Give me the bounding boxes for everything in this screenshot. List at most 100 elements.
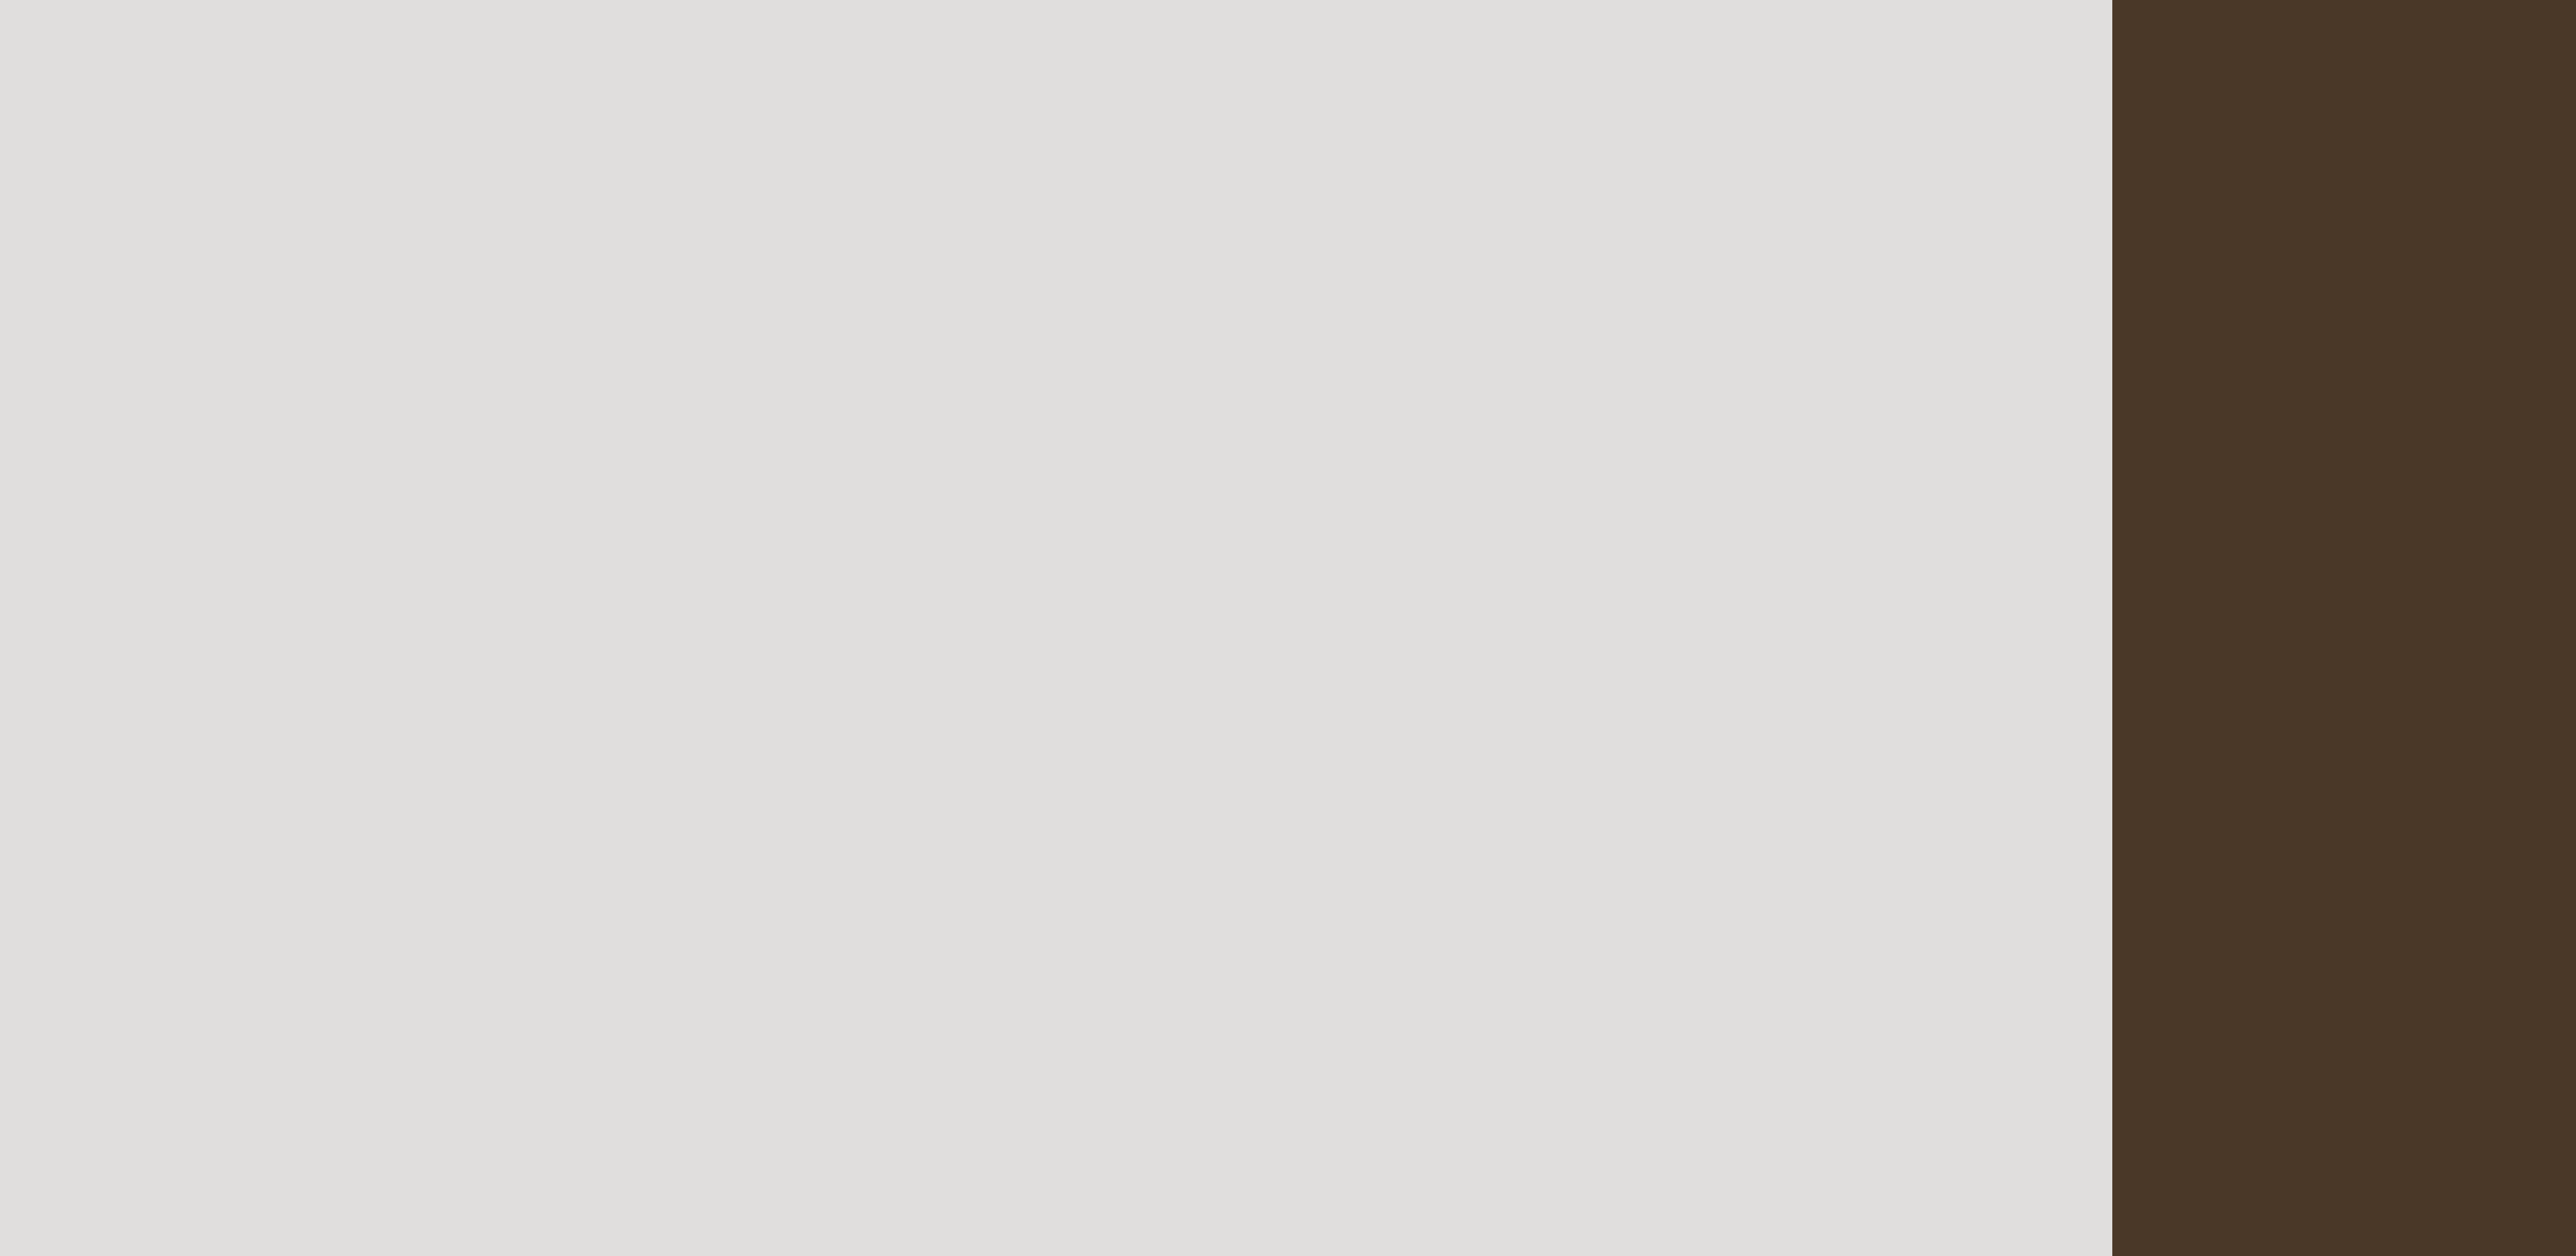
Polygon shape bbox=[350, 796, 353, 835]
Polygon shape bbox=[662, 619, 732, 628]
Polygon shape bbox=[1352, 609, 1388, 638]
Polygon shape bbox=[100, 710, 180, 726]
Polygon shape bbox=[1577, 800, 1607, 854]
Polygon shape bbox=[149, 683, 224, 691]
Polygon shape bbox=[301, 862, 309, 933]
Polygon shape bbox=[549, 658, 556, 707]
Polygon shape bbox=[1566, 504, 1587, 573]
Polygon shape bbox=[1303, 742, 1373, 749]
Polygon shape bbox=[224, 561, 265, 571]
Polygon shape bbox=[1319, 505, 1976, 843]
Text: Common receptacular duct: Common receptacular duct bbox=[1177, 406, 1425, 506]
Polygon shape bbox=[549, 692, 592, 707]
Polygon shape bbox=[144, 685, 214, 706]
Polygon shape bbox=[183, 692, 263, 703]
Polygon shape bbox=[1528, 711, 1553, 759]
Polygon shape bbox=[582, 382, 621, 456]
Polygon shape bbox=[1448, 754, 1461, 791]
Polygon shape bbox=[1765, 511, 1819, 526]
Polygon shape bbox=[471, 548, 536, 584]
Polygon shape bbox=[399, 485, 410, 543]
Polygon shape bbox=[1303, 620, 1368, 646]
Text: 3) Glandular cells of Mesenteron:: 3) Glandular cells of Mesenteron: bbox=[36, 36, 484, 60]
Polygon shape bbox=[510, 583, 538, 608]
Polygon shape bbox=[595, 418, 654, 476]
Polygon shape bbox=[1293, 579, 1355, 622]
Polygon shape bbox=[1494, 717, 1502, 774]
Polygon shape bbox=[1381, 607, 1435, 648]
Polygon shape bbox=[404, 840, 428, 870]
Polygon shape bbox=[219, 568, 268, 589]
Polygon shape bbox=[1396, 432, 1409, 471]
Polygon shape bbox=[562, 692, 608, 698]
Ellipse shape bbox=[165, 607, 294, 692]
Polygon shape bbox=[1641, 644, 1692, 686]
Polygon shape bbox=[368, 430, 397, 463]
Polygon shape bbox=[422, 739, 482, 746]
Polygon shape bbox=[286, 533, 330, 590]
Polygon shape bbox=[227, 751, 258, 767]
Polygon shape bbox=[1747, 600, 1806, 647]
Polygon shape bbox=[1638, 656, 1682, 715]
Polygon shape bbox=[634, 446, 677, 477]
Polygon shape bbox=[626, 484, 667, 511]
Polygon shape bbox=[477, 671, 489, 739]
Polygon shape bbox=[1767, 515, 1816, 538]
Text: Hypopharynx: Hypopharynx bbox=[989, 157, 1229, 186]
Polygon shape bbox=[1332, 668, 1391, 712]
Polygon shape bbox=[167, 688, 252, 696]
Polygon shape bbox=[1620, 347, 1654, 401]
Polygon shape bbox=[224, 657, 263, 668]
Text: Salivary apparatus of Cockroach: Salivary apparatus of Cockroach bbox=[801, 1172, 1270, 1197]
Polygon shape bbox=[562, 634, 585, 687]
Polygon shape bbox=[1628, 790, 1643, 824]
Polygon shape bbox=[415, 668, 435, 716]
Polygon shape bbox=[956, 436, 1324, 579]
Polygon shape bbox=[1752, 500, 1793, 517]
Polygon shape bbox=[1747, 764, 1788, 804]
Circle shape bbox=[917, 418, 966, 468]
Polygon shape bbox=[355, 432, 389, 467]
Polygon shape bbox=[459, 666, 469, 701]
Polygon shape bbox=[520, 598, 554, 609]
Polygon shape bbox=[1579, 546, 1597, 588]
Polygon shape bbox=[1530, 352, 1535, 432]
Text: Median salivary duct: Median salivary duct bbox=[605, 406, 819, 471]
Polygon shape bbox=[1350, 423, 1409, 472]
Polygon shape bbox=[392, 577, 1321, 618]
Polygon shape bbox=[685, 524, 737, 525]
Polygon shape bbox=[683, 531, 750, 553]
Text: Efferent
salivary duct: Efferent salivary duct bbox=[611, 296, 917, 339]
Text: Lobe of salivary gland: Lobe of salivary gland bbox=[327, 772, 528, 880]
Polygon shape bbox=[355, 801, 358, 843]
Polygon shape bbox=[173, 716, 211, 737]
Polygon shape bbox=[1396, 559, 1458, 607]
Polygon shape bbox=[278, 858, 307, 933]
Polygon shape bbox=[1682, 441, 1716, 474]
Polygon shape bbox=[1468, 367, 1481, 423]
Polygon shape bbox=[268, 646, 281, 705]
Polygon shape bbox=[1695, 504, 1757, 511]
Polygon shape bbox=[502, 722, 549, 745]
Polygon shape bbox=[477, 688, 484, 761]
Polygon shape bbox=[363, 362, 389, 438]
Polygon shape bbox=[294, 501, 327, 512]
Polygon shape bbox=[1486, 364, 1499, 433]
Polygon shape bbox=[484, 516, 531, 575]
Polygon shape bbox=[142, 785, 206, 831]
Polygon shape bbox=[1685, 775, 1713, 814]
Polygon shape bbox=[157, 838, 198, 908]
Polygon shape bbox=[291, 526, 343, 585]
Polygon shape bbox=[1324, 609, 1394, 646]
Polygon shape bbox=[448, 463, 477, 540]
Polygon shape bbox=[1358, 703, 1406, 715]
Polygon shape bbox=[1427, 800, 1473, 853]
Polygon shape bbox=[260, 632, 265, 673]
Polygon shape bbox=[1301, 529, 1329, 541]
Polygon shape bbox=[505, 730, 551, 799]
Polygon shape bbox=[1731, 629, 1770, 634]
Polygon shape bbox=[675, 479, 757, 496]
Polygon shape bbox=[227, 531, 283, 571]
Polygon shape bbox=[1710, 577, 1752, 597]
Polygon shape bbox=[1749, 687, 1824, 696]
